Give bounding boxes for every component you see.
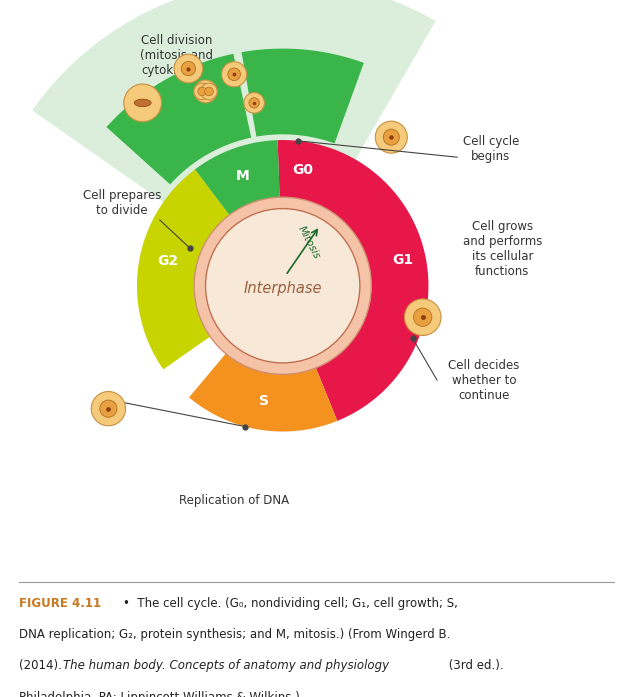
Text: Cell division
(mitosis and
cytokinesis): Cell division (mitosis and cytokinesis) [141,34,214,77]
Polygon shape [242,22,378,144]
Polygon shape [137,148,230,369]
Text: G1: G1 [392,253,413,267]
Circle shape [91,392,126,426]
Circle shape [244,93,264,113]
Circle shape [100,400,117,418]
Circle shape [194,80,217,103]
Circle shape [228,68,240,81]
Circle shape [198,87,207,95]
Circle shape [194,83,210,100]
Text: G0: G0 [292,163,314,177]
Circle shape [413,308,432,326]
Polygon shape [278,140,429,446]
Text: Cell decides
whether to
continue: Cell decides whether to continue [448,358,520,401]
Circle shape [384,129,399,145]
Circle shape [375,121,407,153]
Circle shape [404,299,441,335]
Text: Cell grows
and performs
its cellular
functions: Cell grows and performs its cellular fun… [463,220,542,277]
Polygon shape [195,140,280,215]
Polygon shape [32,0,436,286]
Circle shape [205,208,360,363]
Text: DNA replication; G₂, protein synthesis; and M, mitosis.) (From Wingerd B.: DNA replication; G₂, protein synthesis; … [19,628,450,641]
Ellipse shape [134,99,151,107]
Text: Interphase: Interphase [243,281,322,296]
Circle shape [194,197,372,374]
Circle shape [249,98,259,108]
Text: •  The cell cycle. (G₀, nondividing cell; G₁, cell growth; S,: • The cell cycle. (G₀, nondividing cell;… [123,597,458,610]
Polygon shape [75,54,251,185]
Text: Cell prepares
to divide: Cell prepares to divide [82,189,161,217]
Polygon shape [230,200,283,286]
Text: FIGURE 4.11: FIGURE 4.11 [19,597,101,610]
Text: M: M [236,169,250,183]
Text: (2014).: (2014). [19,659,66,673]
Text: Replication of DNA: Replication of DNA [179,493,289,507]
Text: G2: G2 [157,254,179,268]
Circle shape [174,54,203,83]
Circle shape [124,84,162,122]
Circle shape [181,61,195,76]
Circle shape [221,62,247,87]
Text: The human body. Concepts of anatomy and physiology: The human body. Concepts of anatomy and … [63,659,389,673]
Circle shape [205,87,213,95]
Text: Cell cycle
begins: Cell cycle begins [463,135,519,162]
Text: S: S [259,395,269,408]
Text: Mitosis: Mitosis [295,224,321,261]
Text: Philadelphia, PA: Lippincott Williams & Wilkins.): Philadelphia, PA: Lippincott Williams & … [19,691,300,697]
Circle shape [201,83,217,100]
Text: (3rd ed.).: (3rd ed.). [445,659,504,673]
Polygon shape [171,353,337,431]
